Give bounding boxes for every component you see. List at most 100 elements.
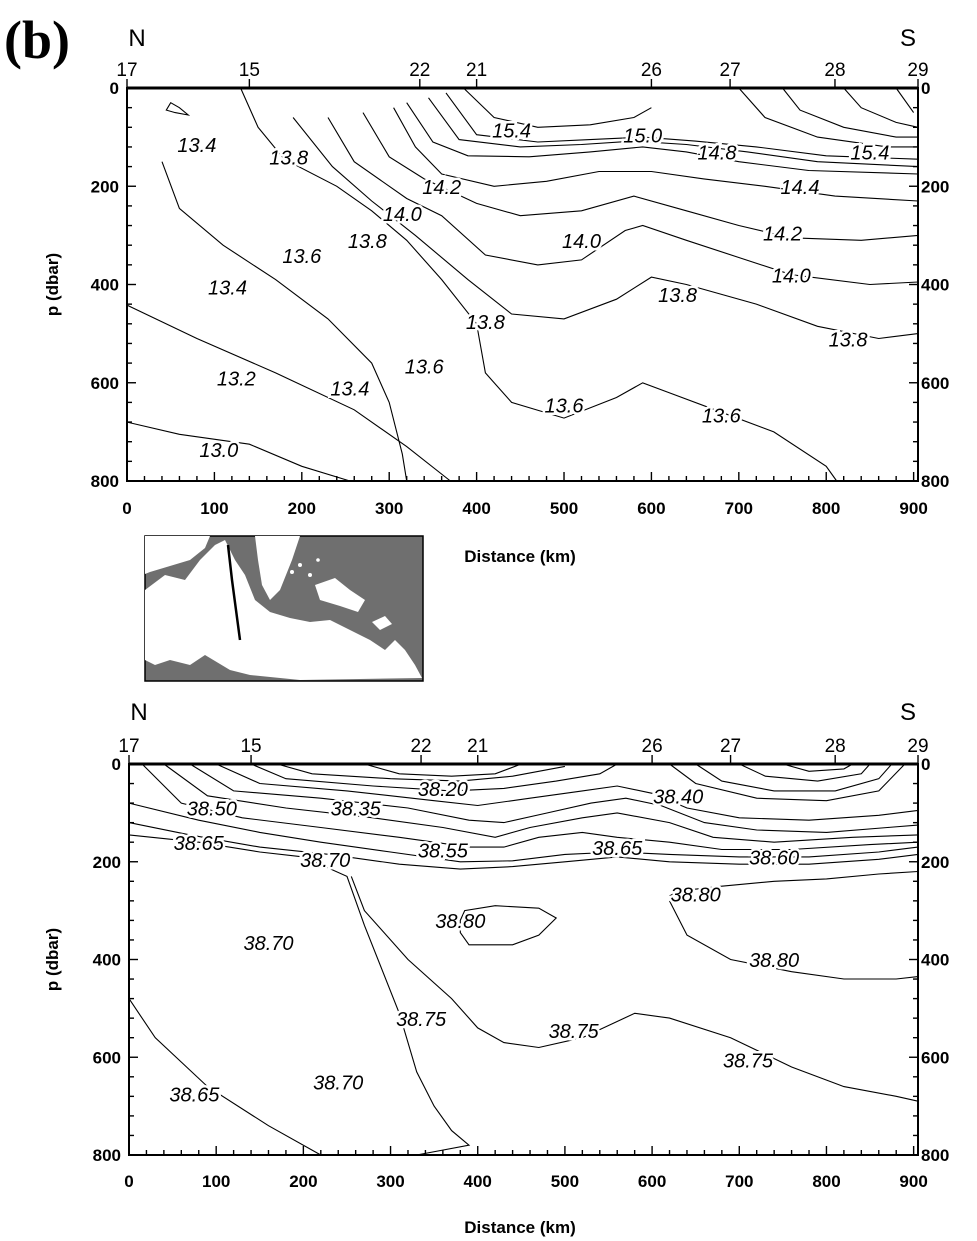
charts-1-contour-line-12 [277,763,566,782]
charts-1-station-label-6: 28 [825,736,846,757]
charts-0-contour-label-23: 13.0 [199,440,238,462]
charts-1-x-tick-label-8: 800 [812,1172,840,1191]
charts-1-station-label-1: 15 [240,736,261,757]
charts-0-x-tick-label-7: 700 [725,499,753,518]
charts-1-direction-label-north: N [130,699,147,726]
charts-0-contour-label-13: 14.0 [772,265,811,287]
charts-0-contour-label-9: 14.2 [763,224,802,246]
charts-1-x-tick-label-0: 0 [124,1172,133,1191]
charts-1-contour-line-8 [163,763,919,843]
charts-1-contour-label-5: 38.70 [300,850,350,872]
eastern-mediterranean-map-icon [145,536,422,680]
charts-1-station-label-3: 21 [467,736,488,757]
charts-0-station-label-1: 15 [239,60,260,81]
charts-0-y-tick-label-right-1: 200 [921,177,949,196]
charts-1-contour-label-1: 38.40 [653,786,703,808]
charts-0-x-tick-label-8: 800 [812,499,840,518]
charts-1-x-axis-label: Distance (km) [464,1218,575,1237]
charts-0-contour-label-17: 13.8 [829,329,868,351]
charts-0-contour-label-10: 13.6 [282,246,322,268]
charts-0-station-label-2: 22 [409,60,430,81]
charts-1-contour-label-8: 38.60 [749,848,799,870]
charts-1-x-tick-label-2: 200 [289,1172,317,1191]
charts-1-y-tick-label-right-0: 0 [921,755,930,774]
charts-1-x-tick-label-9: 900 [899,1172,927,1191]
charts-1-contour-line-11 [250,763,618,792]
charts-1-contour-label-11: 38.70 [243,933,293,955]
charts-1-contour-line-9 [189,763,919,833]
charts-0-x-tick-label-0: 0 [122,499,131,518]
charts-1-contour-line-4 [669,900,919,980]
charts-0-contour-label-1: 13.8 [269,147,308,169]
charts-1-contour-labels: 38.20 38.40 38.50 38.35 38.65 38.70 38.55 38.65… [167,777,802,1109]
charts-0-x-tick-label-5: 500 [550,499,578,518]
charts-1-station-label-5: 27 [720,736,741,757]
charts-1-station-markers: 17 15 22 21 26 27 28 29 N S [118,699,929,764]
charts-0-contour-line-9 [428,97,919,168]
charts-0-y-tick-label-right-4: 800 [921,472,949,491]
charts-1-x-axis: 0 100 200 300 400 500 600 700 800 900 Distance (km… [124,1146,928,1237]
charts-1-contour-label-13: 38.75 [396,1009,447,1031]
charts-0-y-tick-label-right-0: 0 [921,79,930,98]
charts-0-contour-label-14: 13.4 [208,278,247,300]
charts-1-y-axis-label: p (dbar) [43,928,62,991]
charts-0-y-tick-label-left-3: 600 [91,374,119,393]
charts-0-y-axis: 0 0 200 200 400 400 600 600 800 800 p (dbar) [43,79,949,491]
charts-0-contour-label-0: 13.4 [177,135,216,157]
charts-1-station-label-4: 26 [642,736,663,757]
charts-1-x-tick-label-5: 500 [551,1172,579,1191]
charts-1-contour-line-2 [350,876,919,1102]
charts-0-contour-line-4 [292,117,919,340]
charts-1-y-tick-label-right-1: 200 [921,853,949,872]
charts-1-contour-line-0 [128,998,322,1156]
charts-0-contour-label-3: 15.0 [623,125,662,147]
charts-1-contour-label-14: 38.75 [549,1021,600,1043]
charts-0-y-axis-label: p (dbar) [43,253,62,316]
charts-1-x-tick-label-6: 600 [638,1172,666,1191]
charts-1-station-label-2: 22 [410,736,431,757]
charts-1-x-tick-label-7: 700 [725,1172,753,1191]
charts-0-contour-line-7 [393,107,919,202]
charts-0-contour-line-2 [161,161,408,482]
charts-1-x-tick-label-4: 400 [464,1172,492,1191]
charts-0-contour-label-11: 13.8 [348,231,387,253]
charts-0-contour-line-14 [843,87,919,128]
charts-0-x-tick-label-4: 400 [462,499,490,518]
charts-1-contour-label-6: 38.55 [418,840,469,862]
charts-0-direction-label-south: S [900,25,916,52]
charts-1-station-label-7: 29 [907,736,928,757]
charts-0-y-tick-label-left-1: 200 [91,177,119,196]
charts-1-contour-line-6 [128,802,919,863]
map-inset [144,535,424,682]
charts-1-contour-label-7: 38.65 [592,838,643,860]
charts-0-contour-label-22: 13.6 [702,405,742,427]
charts-1-y-tick-label-right-3: 600 [921,1048,949,1067]
charts-0-y-tick-label-right-2: 400 [921,276,949,295]
charts-1-contour-label-2: 38.50 [187,799,237,821]
charts-1-contour-label-10: 38.80 [435,911,485,933]
charts-0-contour-label-18: 13.6 [405,356,445,378]
charts-1-contour-label-17: 38.65 [169,1085,220,1107]
charts-0-closed-contour-0 [165,101,191,116]
panel-letter: (b) [4,10,70,70]
charts-0-contour-label-7: 14.4 [781,177,820,199]
charts-0-contour-line-8 [406,102,919,175]
charts-1-station-label-0: 17 [118,736,139,757]
charts-1-contour-lines [128,763,919,1156]
charts-0-station-label-6: 28 [824,60,845,81]
charts-0-contour-line-11 [463,87,652,128]
charts-0-station-label-5: 27 [720,60,741,81]
charts-0-contour-line-3 [240,87,838,482]
charts-0-x-tick-label-2: 200 [288,499,316,518]
charts-0-x-tick-label-3: 300 [375,499,403,518]
charts-0-contour-label-20: 13.6 [545,396,585,418]
charts-1-y-tick-label-right-4: 800 [921,1146,949,1165]
charts-0-contour-label-4: 14.8 [698,143,737,165]
charts-1-y-tick-label-left-1: 200 [93,853,121,872]
salinity-section-panel: 38.20 38.40 38.50 38.35 38.65 38.70 38.55 38.65… [43,699,949,1237]
charts-0-y-tick-label-left-0: 0 [110,79,119,98]
charts-1-contour-label-0: 38.20 [418,779,468,801]
charts-1-contour-label-12: 38.80 [749,950,799,972]
charts-1-contour-line-15 [695,763,893,792]
